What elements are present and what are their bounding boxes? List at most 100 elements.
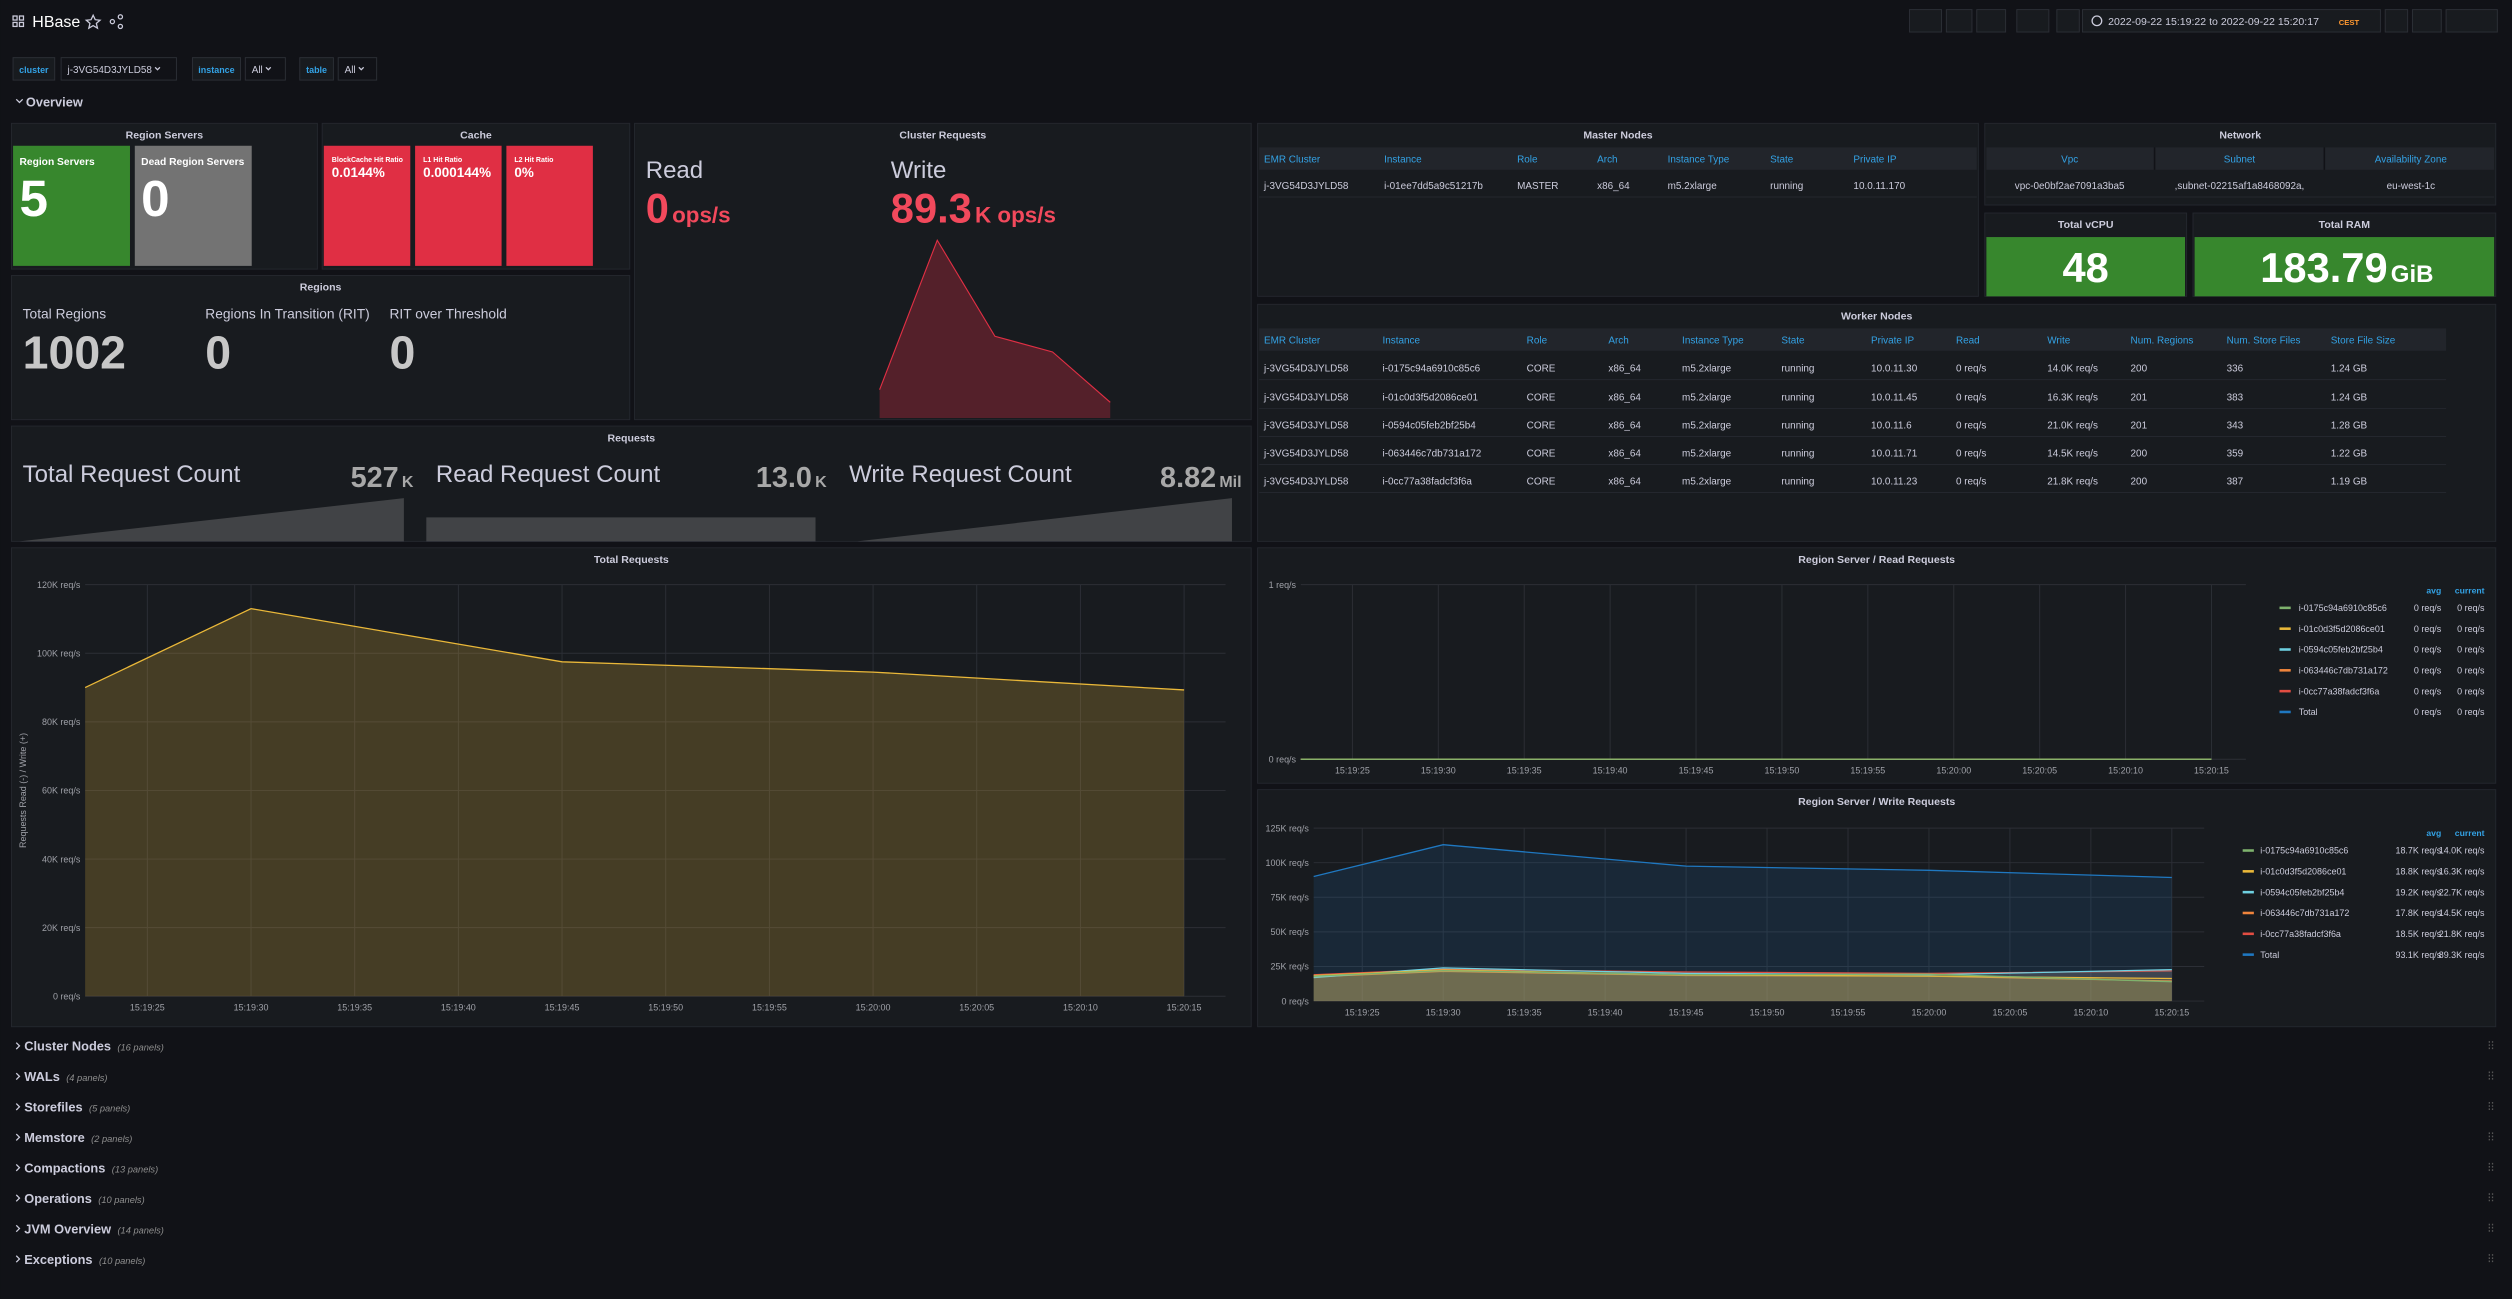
row-chevron xyxy=(15,1224,21,1233)
legend-current: 0 req/s xyxy=(2457,603,2485,613)
legend-header: current xyxy=(2455,828,2485,838)
tv-mode-button[interactable] xyxy=(2016,9,2050,33)
panel-title: Total vCPU xyxy=(2058,219,2114,231)
time-picker[interactable] xyxy=(2082,9,2381,33)
row-chevron xyxy=(15,1103,21,1111)
row-title[interactable]: Memstore xyxy=(24,1130,84,1145)
x-tick-label: 15:20:10 xyxy=(1063,1003,1098,1013)
sparkline-area xyxy=(879,240,1111,419)
time-range: 2022-09-22 15:19:22 to 2022-09-22 15:20:… xyxy=(2108,16,2319,28)
table-cell: 1.19 GB xyxy=(2331,477,2368,488)
column-header: Arch xyxy=(1597,155,1617,166)
legend-label: i-0cc77a38fadcf3f6a xyxy=(2299,686,2380,696)
stat-label: L2 Hit Ratio xyxy=(514,157,554,164)
column-header: Num. Regions xyxy=(2131,336,2194,347)
add-panel-button[interactable] xyxy=(1909,9,1943,33)
table-cell: 21.8K req/s xyxy=(2047,477,2098,488)
table-cell: 14.5K req/s xyxy=(2047,448,2098,459)
series-area xyxy=(85,608,1185,997)
table-cell: MASTER xyxy=(1517,181,1558,192)
table-cell: 343 xyxy=(2227,420,2244,431)
table-cell: running xyxy=(1781,392,1814,403)
table-cell: 1.22 GB xyxy=(2331,448,2368,459)
stat-label: Dead Region Servers xyxy=(141,157,244,168)
x-tick-label: 15:19:35 xyxy=(1507,766,1542,776)
panel-title: Region Server / Write Requests xyxy=(1798,796,1955,808)
time-forward-button[interactable] xyxy=(2384,9,2409,33)
variable-label: instance xyxy=(198,65,234,75)
dropdown-caret xyxy=(154,66,161,71)
table-cell: 201 xyxy=(2131,420,2148,431)
row-title[interactable]: JVM Overview xyxy=(24,1221,111,1236)
clock-icon xyxy=(2091,15,2103,27)
table-cell: x86_64 xyxy=(1597,181,1630,192)
table-header xyxy=(1259,328,2447,351)
stat-unit: K xyxy=(402,474,414,491)
row-panel-count: (10 panels) xyxy=(98,1195,144,1205)
legend-current: 16.3K req/s xyxy=(2439,867,2485,877)
apps-icon[interactable] xyxy=(12,15,25,28)
share-icon[interactable] xyxy=(109,14,124,30)
legend-label: i-063446c7db731a172 xyxy=(2260,908,2349,918)
table-cell: x86_64 xyxy=(1608,448,1641,459)
legend-current: 0 req/s xyxy=(2457,624,2485,634)
table-cell: j-3VG54D3JYLD58 xyxy=(1263,364,1349,375)
table-cell: x86_64 xyxy=(1608,364,1641,375)
time-back-button[interactable] xyxy=(2056,9,2080,33)
x-tick-label: 15:19:25 xyxy=(1335,766,1370,776)
table-cell: CORE xyxy=(1527,364,1556,375)
row-title[interactable]: Operations xyxy=(24,1191,92,1206)
variable-select[interactable] xyxy=(337,57,378,81)
x-tick-label: 15:19:45 xyxy=(1669,1007,1704,1017)
dropdown-caret xyxy=(265,66,272,71)
row-title[interactable]: Storefiles xyxy=(24,1100,82,1115)
stat-box xyxy=(506,145,593,266)
x-tick-label: 15:20:00 xyxy=(1912,1007,1947,1017)
variable-value: All xyxy=(252,65,263,76)
legend-avg: 0 req/s xyxy=(2414,666,2442,676)
row-title[interactable]: Compactions xyxy=(24,1160,105,1175)
legend-avg: 0 req/s xyxy=(2414,686,2442,696)
y-tick-label: 1 req/s xyxy=(1269,580,1297,590)
column-header: State xyxy=(1781,336,1805,347)
x-tick-label: 15:19:40 xyxy=(1588,1007,1623,1017)
series-line xyxy=(1313,967,2172,979)
star-icon[interactable] xyxy=(84,13,102,30)
zoom-out-button[interactable] xyxy=(2411,9,2442,33)
column-header: State xyxy=(1770,155,1794,166)
row-panel-count: (16 panels) xyxy=(117,1043,163,1053)
table-cell: 0 req/s xyxy=(1956,364,1986,375)
stat-box xyxy=(323,145,411,266)
row-panel-count: (4 panels) xyxy=(66,1073,107,1083)
x-tick-label: 15:19:25 xyxy=(1345,1007,1380,1017)
stat-value: 13.0 xyxy=(756,462,812,494)
table-cell: m5.2xlarge xyxy=(1682,364,1732,375)
x-tick-label: 15:19:45 xyxy=(1679,766,1714,776)
row-title[interactable]: Overview xyxy=(26,95,83,110)
settings-button[interactable] xyxy=(1976,9,2007,33)
x-tick-label: 15:19:50 xyxy=(1765,766,1800,776)
legend-avg: 19.2K req/s xyxy=(2395,887,2441,897)
row-title[interactable]: Cluster Nodes xyxy=(24,1039,111,1054)
row-title[interactable]: WALs xyxy=(24,1069,60,1084)
y-axis-label: Requests Read (-) / Write (+) xyxy=(18,733,28,848)
drag-handle xyxy=(2488,1162,2494,1173)
row-chevron xyxy=(15,1072,21,1081)
panel-title: Worker Nodes xyxy=(1841,311,1913,323)
series-area xyxy=(1313,844,2172,1002)
panel-title: Cluster Requests xyxy=(899,130,986,142)
y-tick-label: 0 req/s xyxy=(1269,754,1297,764)
panel xyxy=(10,425,1252,542)
stat-unit: Mil xyxy=(1219,474,1241,491)
stat-box xyxy=(415,145,502,266)
save-button[interactable] xyxy=(1945,9,1973,33)
refresh-button[interactable] xyxy=(2445,9,2498,33)
variable-value: All xyxy=(345,65,356,76)
table-cell: i-01c0d3f5d2086ce01 xyxy=(1383,392,1479,403)
x-tick-label: 15:20:00 xyxy=(856,1003,891,1013)
variable-select[interactable] xyxy=(244,57,286,81)
row-title[interactable]: Exceptions xyxy=(24,1252,92,1267)
variable-select[interactable] xyxy=(60,57,177,81)
column-header: Private IP xyxy=(1871,336,1914,347)
